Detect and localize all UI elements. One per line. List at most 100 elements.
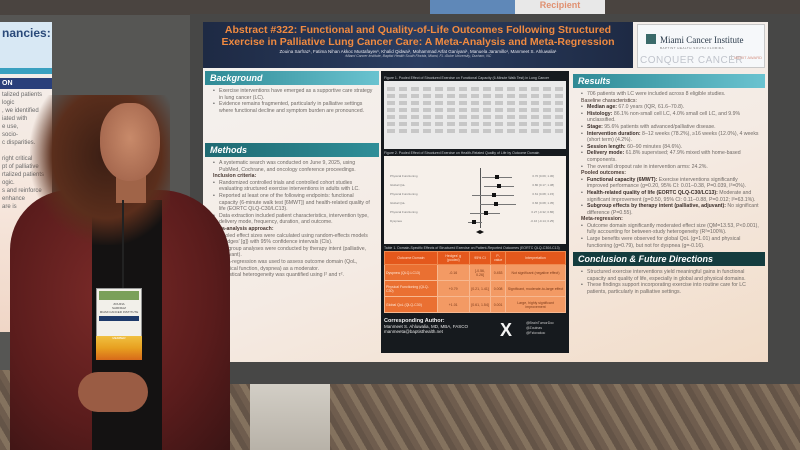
- left-poster-title: nancies:: [0, 22, 52, 68]
- table-row: Dyspnea (QLQ-LC13) -0.16 [-0.56, 0.26] 0…: [384, 264, 566, 281]
- pooled-effect-diamond: [476, 230, 484, 234]
- badge-header: [99, 291, 139, 300]
- table-cell: [0.21, 1.41]: [468, 280, 492, 297]
- forest-outcome: Physical Functioning: [390, 174, 418, 178]
- table-cell: 0.008: [490, 280, 507, 297]
- social-handles: @BrainTumorDoc @Zouinas @Fzlovakoc: [526, 321, 554, 336]
- results-bullet: Functional capacity (6MWT): Exercise int…: [581, 177, 760, 190]
- methods-subheading: Inclusion criteria:: [213, 173, 257, 180]
- x-social-icon: X: [500, 320, 513, 340]
- table-header: Outcome Domain: [384, 251, 438, 265]
- forest-value: 0.61 [0.08; 1.15]: [532, 192, 554, 196]
- results-bullet: Stage: 95.6% patients with advanced/pall…: [581, 124, 760, 131]
- conclusion-heading: Conclusion & Future Directions: [573, 252, 765, 267]
- left-poster-text: talized patients logic , we identified i…: [0, 89, 52, 213]
- results-bullet: Large benefits were observed for global …: [581, 236, 760, 249]
- methods-bullet: Pooled effect sizes were calculated usin…: [213, 233, 374, 246]
- left-poster-band: [0, 68, 52, 74]
- methods-subheading: Meta-analysis approach:: [213, 225, 274, 232]
- social-handle: @Zouinas: [526, 326, 543, 330]
- forest-outcome: Global QoL: [390, 183, 406, 187]
- forest-point: [472, 220, 476, 224]
- methods-bullet: Data extraction included patient charact…: [213, 213, 374, 226]
- results-bullet: Outcome domain significantly moderated e…: [581, 223, 760, 236]
- results-bullet: Intervention duration: 8–12 weeks (78.2%…: [581, 131, 760, 144]
- left-poster-line: socio-: [2, 132, 19, 138]
- domain-effects-table: Outcome Domain Hedges' g (pooled) 95% CI…: [384, 251, 566, 313]
- forest-point: [494, 202, 498, 206]
- poster-authors: Zouina Sarfraz¹, Fatima Nihan Akkoc Must…: [279, 49, 557, 54]
- top-sign-blue: [430, 0, 530, 15]
- table-cell: 0.453: [490, 264, 507, 281]
- background-bullet: Evidence remains fragmented, particularl…: [213, 101, 374, 114]
- figure1-forest-table: [384, 81, 566, 149]
- lanyard: [122, 200, 124, 290]
- table-cell: [0.61, 1.54]: [468, 296, 492, 313]
- left-poster-line: enhance: [2, 196, 26, 202]
- presenter-face: [100, 103, 160, 181]
- poster-header: Abstract #322: Functional and Quality-of…: [203, 22, 633, 68]
- forest-value: -0.16 [-0.14; 0.25]: [530, 219, 554, 223]
- fig1-row: [387, 122, 563, 126]
- left-column: Background Exercise interventions have e…: [205, 71, 379, 281]
- forest-row: Physical Functioning 0.61 [0.08; 1.15]: [384, 192, 566, 200]
- results-bullet: Median age: 67.0 years (IQR, 61.6–70.8).: [581, 104, 760, 111]
- forest-value: 0.80 [0.17; 1.38]: [532, 183, 554, 187]
- table-cell: Not significant (negative effect): [505, 264, 566, 281]
- badge-footer: [99, 316, 139, 321]
- table-cell: +1.01: [436, 296, 470, 313]
- results-bullet: Session length: 60–90 minutes (84.6%).: [581, 144, 760, 151]
- table-cell: [-0.56, 0.26]: [468, 264, 492, 281]
- badge-first-name: ZOUINA: [113, 302, 125, 306]
- forest-value: 0.27 [-0.32; 0.86]: [531, 210, 554, 214]
- table-cell: Significant, moderate-to-large effect: [505, 280, 566, 297]
- methods-bullet: Reported at least one of the following e…: [213, 193, 374, 213]
- results-bullet: Subgroup effects by therapy intent (pall…: [581, 203, 760, 216]
- forest-value: 0.66 [0.08; 1.35]: [532, 201, 554, 205]
- forest-outcome: Dyspnea: [390, 219, 402, 223]
- table-cell: Global QoL (QLQ-C30): [384, 296, 438, 313]
- badge-affiliation: MIAMI CANCER INSTITUTE: [99, 310, 139, 314]
- badge-last-name: SARFRAZ: [111, 306, 126, 310]
- methods-list: A systematic search was conducted on Jun…: [205, 157, 379, 281]
- badge-ribbon: MEMBER: [96, 336, 142, 360]
- figure2-forest-plot: Physical Functioning 0.70 [0.09; 1.30] G…: [384, 156, 566, 244]
- left-poster-line: talized patients: [2, 92, 43, 98]
- fig1-row: [387, 87, 563, 91]
- conquer-cancer-logo: CONQUER CANCER: [640, 55, 744, 66]
- table-cell: -0.16: [436, 264, 470, 281]
- forest-ci: [480, 204, 516, 205]
- methods-bullet: Meta-regression was used to assess outco…: [213, 259, 374, 272]
- institute-subtitle: BAPTIST HEALTH SOUTH FLORIDA: [660, 46, 725, 50]
- fig1-row: [387, 101, 563, 105]
- conclusion-bullet: Structured exercise interventions yield …: [581, 269, 760, 282]
- table-header: Hedges' g (pooled): [436, 251, 470, 265]
- forest-point: [492, 193, 496, 197]
- methods-bullet: A systematic search was conducted on Jun…: [213, 160, 374, 173]
- forest-value: 0.70 [0.09; 1.30]: [532, 174, 554, 178]
- methods-bullet: Subgroup analyses were conducted by ther…: [213, 246, 374, 259]
- left-poster-line: , we identified: [2, 108, 39, 114]
- fig1-row: [387, 129, 563, 133]
- fig1-row: [387, 94, 563, 98]
- table-row: Global QoL (QLQ-C30) +1.01 [0.61, 1.54] …: [384, 296, 566, 313]
- forest-row: Global QoL 0.66 [0.08; 1.35]: [384, 201, 566, 209]
- corresponding-name: Manmeet S. Ahluwalia, MD, MBA, FASCO: [384, 324, 469, 329]
- background-heading: Background: [205, 71, 379, 85]
- left-poster-line: ogic.: [2, 180, 15, 186]
- table-cell: +0.79: [436, 280, 470, 297]
- fig1-row: [387, 115, 563, 119]
- fig1-row: [387, 108, 563, 112]
- forest-point: [495, 175, 499, 179]
- presenter-hands: [78, 372, 148, 412]
- table1-caption: Table 1. Domain-Specific Effects of Stru…: [384, 246, 560, 250]
- left-poster-line: e use,: [2, 124, 19, 130]
- forest-point: [497, 184, 501, 188]
- forest-point: [484, 211, 488, 215]
- poster-title: Abstract #322: Functional and Quality-of…: [221, 24, 615, 48]
- research-poster: Abstract #322: Functional and Quality-of…: [203, 22, 768, 362]
- background-list: Exercise interventions have emerged as a…: [205, 85, 379, 143]
- results-bullet: Health-related quality of life (EORTC QL…: [581, 190, 760, 203]
- results-bullet: The overall dropout rate in intervention…: [581, 164, 760, 171]
- results-bullet: Histology: 86.1% non-small cell LC, 4.0%…: [581, 111, 760, 124]
